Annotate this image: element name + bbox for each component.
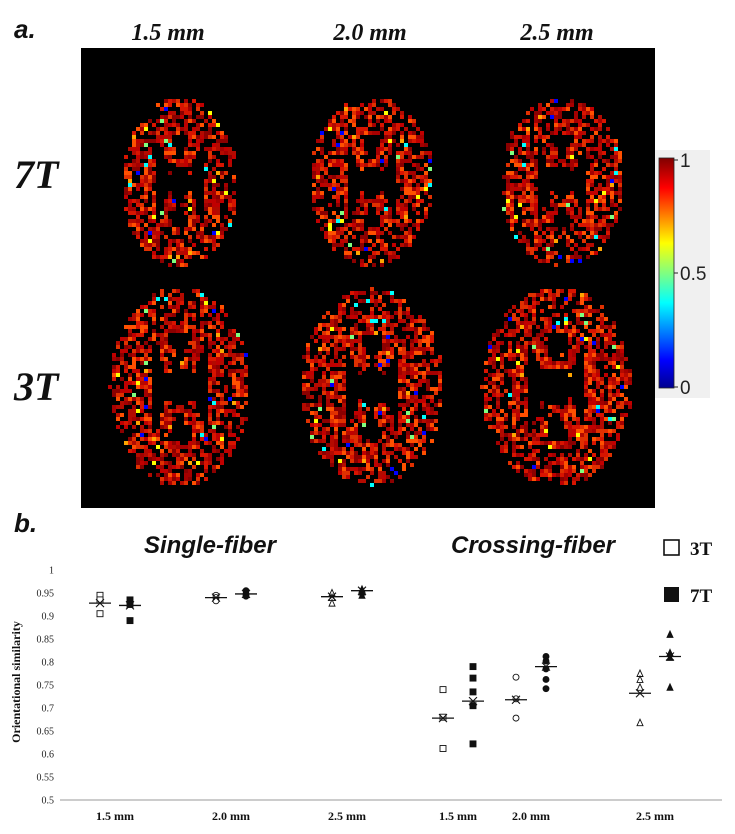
y-tick-label: 0.8: [42, 658, 55, 669]
legend-label-7t: 7T: [690, 586, 713, 607]
x-tick-label: 1.5 mm: [439, 809, 477, 823]
data-point: [512, 673, 520, 681]
panel-b-letter: b.: [14, 508, 37, 538]
data-point: [542, 685, 550, 693]
mean-marker: [125, 601, 135, 610]
scatter-plot-area: 0.5 0.55 0.6 0.65 0.7 0.75 0.8 0.85 0.9 0.95 1 1.5 …: [37, 566, 722, 823]
y-tick-label: 0.6: [42, 750, 55, 761]
colorbar: [658, 157, 675, 389]
mean-marker: [357, 586, 367, 596]
data-point: [126, 601, 134, 608]
mean-marker: [211, 593, 221, 602]
brain-map-3t-1-5mm: [108, 289, 248, 485]
data-point: [469, 663, 477, 671]
y-tick-label: 0.7: [42, 704, 55, 715]
x-tick-label: 2.0 mm: [512, 809, 550, 823]
mean-marker: [438, 713, 448, 723]
data-point: [469, 702, 477, 710]
mean-marker: [95, 598, 105, 608]
brain-map-3t-2-0mm: [302, 287, 442, 487]
data-point: [542, 657, 550, 665]
y-tick-label: 0.95: [37, 589, 55, 600]
y-tick-label: 1: [49, 566, 54, 577]
data-point: [439, 713, 447, 721]
data-point: [636, 674, 644, 683]
y-tick-label: 0.9: [42, 612, 55, 623]
brain-map-7t-2-0mm: [312, 99, 432, 267]
column-header-3: 2.5 mm: [519, 20, 593, 46]
data-point: [439, 686, 447, 694]
data-point: [439, 745, 447, 752]
data-point: [469, 740, 477, 748]
mean-marker: [665, 652, 675, 661]
data-point: [666, 629, 674, 638]
data-point: [666, 682, 674, 691]
row-header-7t: 7T: [14, 152, 60, 197]
mean-marker: [635, 688, 645, 698]
group-title-single-fiber: Single-fiber: [144, 532, 278, 559]
data-point: [512, 695, 520, 703]
row-header-3t: 3T: [13, 364, 60, 409]
panel-a-letter: a.: [14, 14, 36, 44]
colorbar-tick-05: 0.5: [680, 264, 706, 285]
legend-marker-7t: [664, 587, 679, 602]
y-tick-label: 0.5: [42, 796, 55, 807]
data-point: [636, 718, 644, 727]
data-point: [542, 676, 550, 683]
x-tick-label: 2.0 mm: [212, 809, 250, 823]
data-point: [636, 682, 644, 691]
brain-map-3t-2-5mm: [480, 289, 632, 485]
mean-marker: [327, 592, 337, 602]
data-point: [469, 688, 477, 696]
brain-map-7t-1-5mm: [124, 99, 236, 267]
x-tick-label: 2.5 mm: [636, 809, 674, 823]
y-tick-label: 0.85: [37, 635, 55, 646]
x-tick-label: 2.5 mm: [328, 809, 366, 823]
y-tick-label: 0.65: [37, 727, 55, 738]
column-header-1: 1.5 mm: [131, 20, 204, 46]
legend-marker-3t: [663, 539, 680, 556]
data-point: [96, 596, 104, 604]
mean-marker: [511, 695, 521, 705]
column-header-2: 2.0 mm: [332, 20, 406, 46]
brain-maps: [108, 99, 632, 487]
data-point: [96, 610, 104, 618]
data-point: [126, 617, 134, 625]
mean-marker: [468, 696, 478, 706]
colorbar-tick-1: 1: [680, 151, 691, 172]
y-tick-label: 0.55: [37, 773, 55, 784]
legend-label-3t: 3T: [690, 539, 713, 560]
group-title-crossing-fiber: Crossing-fiber: [451, 532, 617, 559]
mean-marker: [241, 589, 251, 599]
mean-marker: [541, 662, 551, 671]
y-axis-label: Orientational similarity: [9, 621, 23, 743]
data-point: [212, 597, 220, 605]
x-tick-label: 1.5 mm: [96, 809, 134, 823]
brain-map-7t-2-5mm: [502, 99, 622, 267]
data-point: [469, 674, 477, 682]
data-point: [328, 598, 336, 607]
y-tick-label: 0.75: [37, 681, 55, 692]
colorbar-tick-0: 0: [680, 378, 691, 399]
data-point: [512, 714, 520, 722]
data-point: [358, 590, 366, 599]
